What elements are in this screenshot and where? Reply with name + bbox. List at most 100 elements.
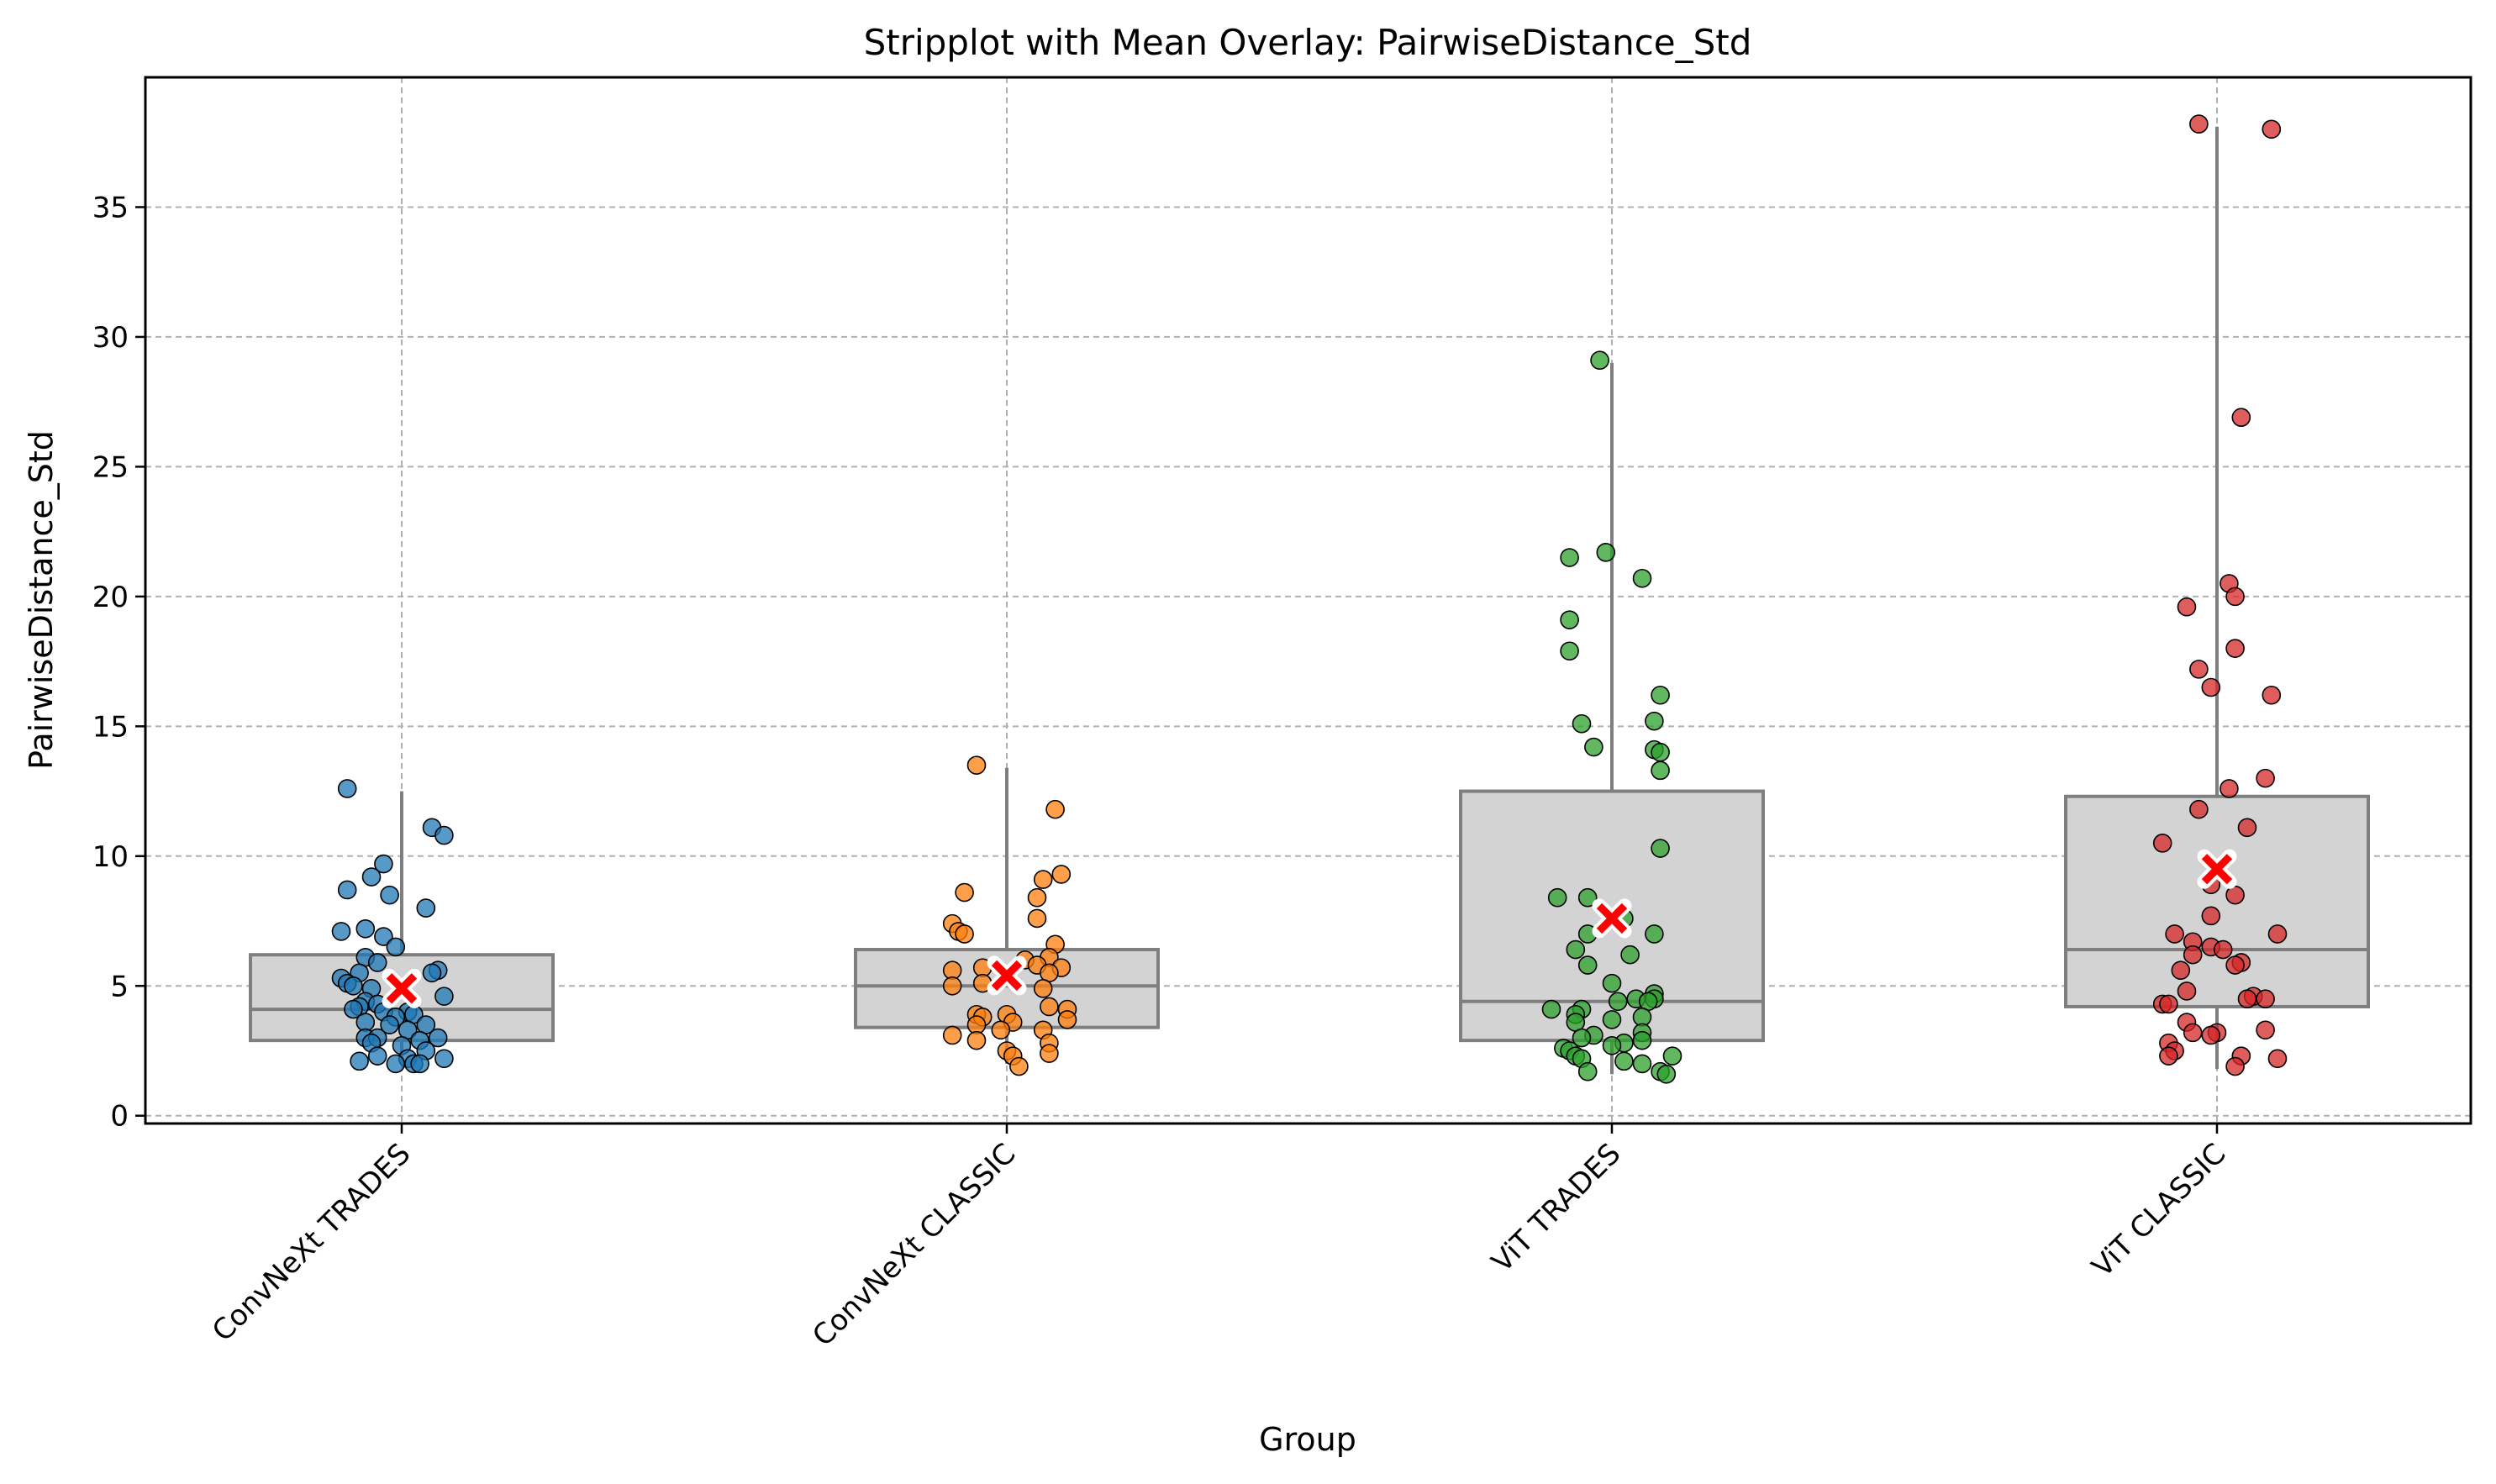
y-tick-label: 25 bbox=[92, 450, 129, 484]
data-point bbox=[1651, 685, 1670, 705]
data-point bbox=[1045, 799, 1065, 819]
data-point bbox=[1584, 737, 1603, 757]
data-point bbox=[2262, 685, 2282, 705]
y-tick-label: 30 bbox=[92, 321, 129, 355]
y-tick-label: 35 bbox=[92, 191, 129, 224]
data-point bbox=[1577, 1061, 1598, 1081]
data-point bbox=[942, 1025, 962, 1045]
data-point bbox=[1560, 610, 1579, 629]
data-point bbox=[2267, 924, 2288, 944]
data-point bbox=[434, 1049, 454, 1069]
data-point bbox=[1602, 973, 1622, 993]
data-point bbox=[416, 898, 436, 918]
data-point bbox=[1572, 713, 1592, 734]
data-point bbox=[1656, 1065, 1677, 1084]
y-tick-label: 0 bbox=[110, 1100, 129, 1134]
data-point bbox=[380, 885, 399, 905]
data-point bbox=[1566, 939, 1586, 960]
data-point bbox=[2159, 1046, 2178, 1066]
data-point bbox=[2267, 1049, 2288, 1069]
data-point bbox=[2201, 677, 2221, 697]
box-layer bbox=[249, 126, 2370, 1075]
data-point bbox=[434, 825, 454, 845]
data-point bbox=[2177, 597, 2197, 617]
data-point bbox=[386, 1054, 406, 1074]
y-axis-label: PairwiseDistance_Std bbox=[23, 430, 60, 770]
data-point bbox=[1614, 1051, 1634, 1071]
x-axis-label: Group bbox=[1259, 1421, 1356, 1458]
data-point bbox=[2165, 924, 2184, 944]
data-point bbox=[991, 1020, 1011, 1040]
mean-marker bbox=[2201, 854, 2233, 885]
data-point bbox=[1645, 711, 1664, 731]
data-point bbox=[2220, 779, 2239, 798]
data-point bbox=[2213, 939, 2233, 960]
data-point bbox=[1027, 887, 1047, 908]
data-point bbox=[2189, 660, 2209, 679]
mean-marker bbox=[991, 960, 1023, 992]
data-point bbox=[331, 922, 351, 941]
data-point bbox=[955, 882, 974, 903]
data-point bbox=[2225, 587, 2245, 607]
data-point bbox=[2159, 994, 2178, 1014]
data-point bbox=[942, 976, 962, 996]
data-point bbox=[337, 880, 357, 900]
data-point bbox=[1560, 548, 1579, 567]
data-point bbox=[1651, 742, 1670, 762]
data-point bbox=[2225, 1056, 2245, 1076]
chart-title: Stripplot with Mean Overlay: PairwiseDis… bbox=[864, 22, 1752, 63]
y-tick-label: 15 bbox=[92, 710, 129, 744]
data-point bbox=[380, 1015, 399, 1034]
data-point bbox=[1651, 839, 1670, 858]
data-point bbox=[1602, 1036, 1622, 1055]
plot-frame bbox=[144, 76, 2472, 1125]
data-point bbox=[2256, 768, 2275, 788]
data-point bbox=[1577, 887, 1598, 908]
data-point bbox=[367, 953, 387, 972]
data-point bbox=[2201, 1025, 2221, 1045]
data-point bbox=[344, 976, 363, 996]
data-point bbox=[350, 1051, 369, 1071]
data-point bbox=[1057, 1010, 1077, 1029]
data-point bbox=[1590, 350, 1609, 371]
data-point bbox=[1651, 760, 1670, 781]
data-point bbox=[1033, 870, 1053, 889]
data-point bbox=[1547, 887, 1567, 908]
data-point bbox=[355, 919, 376, 939]
data-point bbox=[361, 867, 382, 887]
data-point bbox=[2225, 955, 2245, 975]
data-point bbox=[1620, 945, 1640, 965]
point-layer bbox=[331, 114, 2288, 1084]
data-point bbox=[2177, 981, 2197, 1001]
data-point bbox=[2152, 834, 2172, 853]
data-point bbox=[2171, 960, 2191, 981]
data-point bbox=[966, 755, 987, 775]
data-point bbox=[1560, 641, 1579, 661]
data-point bbox=[2201, 906, 2221, 926]
data-point bbox=[434, 987, 454, 1006]
data-point bbox=[2262, 119, 2282, 139]
data-point bbox=[2183, 945, 2203, 965]
data-point bbox=[1602, 1010, 1622, 1029]
data-point bbox=[955, 924, 974, 944]
data-point bbox=[1040, 997, 1059, 1017]
data-point bbox=[1632, 1054, 1652, 1074]
data-point bbox=[374, 854, 393, 874]
data-point bbox=[374, 927, 393, 946]
data-point bbox=[1009, 1056, 1029, 1076]
data-point bbox=[2256, 989, 2275, 1009]
data-point bbox=[2237, 989, 2257, 1009]
data-point bbox=[1577, 955, 1598, 975]
x-tick-label: ViT CLASSIC bbox=[2086, 1137, 2233, 1284]
data-point bbox=[1027, 908, 1047, 929]
data-point bbox=[2189, 799, 2209, 819]
data-point bbox=[428, 1028, 448, 1048]
data-point bbox=[2189, 114, 2209, 134]
data-point bbox=[2183, 1023, 2203, 1043]
y-tick-label: 20 bbox=[92, 581, 129, 614]
data-point bbox=[410, 1054, 429, 1074]
data-point bbox=[2225, 639, 2245, 658]
box-iqr bbox=[2064, 794, 2370, 1008]
data-point bbox=[367, 1046, 387, 1066]
